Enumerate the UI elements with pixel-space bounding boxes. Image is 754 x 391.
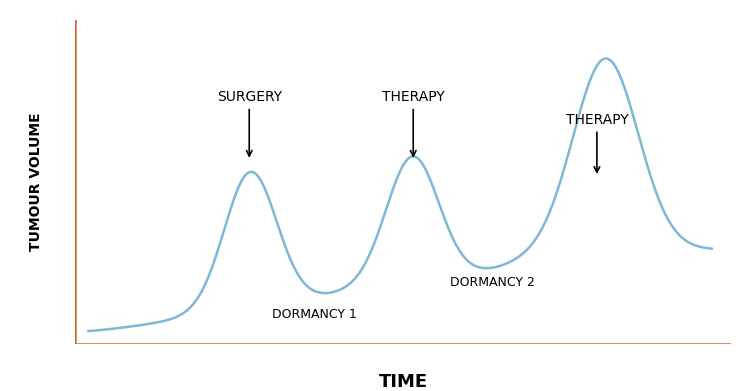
Text: SURGERY: SURGERY bbox=[216, 90, 282, 156]
Text: DORMANCY 1: DORMANCY 1 bbox=[272, 308, 357, 321]
Text: THERAPY: THERAPY bbox=[382, 90, 445, 156]
Text: TIME: TIME bbox=[379, 373, 428, 391]
Text: TUMOUR VOLUME: TUMOUR VOLUME bbox=[29, 113, 43, 251]
Text: DORMANCY 2: DORMANCY 2 bbox=[449, 276, 535, 289]
Text: THERAPY: THERAPY bbox=[566, 113, 628, 172]
